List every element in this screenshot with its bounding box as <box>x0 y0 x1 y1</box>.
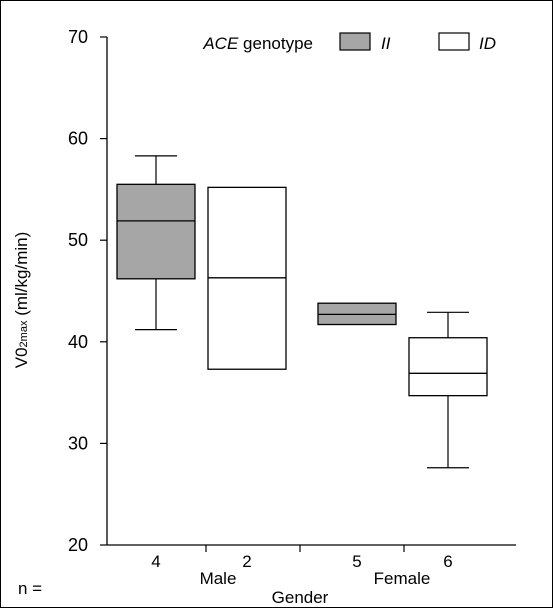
n-value: 2 <box>242 552 251 571</box>
legend-swatch-ii <box>339 32 371 51</box>
y-tick-label: 30 <box>68 433 88 453</box>
y-axis-label: V02max (ml/kg/min) <box>12 232 31 368</box>
y-tick-label: 50 <box>68 230 88 250</box>
y-tick-label: 60 <box>68 129 88 149</box>
box-body <box>408 337 488 397</box>
x-axis-label: Gender <box>272 588 329 607</box>
legend-label-ii: II <box>381 34 391 53</box>
axes <box>106 37 516 546</box>
group-label-female: Female <box>374 569 431 588</box>
y-ticks: 20 30 40 50 60 70 <box>68 27 107 555</box>
box-ii-female <box>317 302 397 326</box>
legend-title: ACE genotype <box>202 34 313 53</box>
n-label: n = <box>18 579 42 598</box>
y-tick-label: 20 <box>68 535 88 555</box>
box-id-male <box>207 186 287 370</box>
n-value: 5 <box>352 552 361 571</box>
legend-swatch-id <box>438 32 470 51</box>
box-id-female <box>408 311 488 469</box>
x-ticks <box>205 545 405 552</box>
boxes <box>116 155 488 469</box>
y-tick-label: 40 <box>68 332 88 352</box>
legend-label-id: ID <box>479 34 496 53</box>
group-label-male: Male <box>200 569 237 588</box>
y-tick-label: 70 <box>68 27 88 47</box>
n-value: 6 <box>443 552 452 571</box>
legend: ACE genotype II ID <box>202 32 496 53</box>
box-ii-male <box>116 155 196 331</box>
box-body <box>116 183 196 280</box>
n-value: 4 <box>151 552 160 571</box>
